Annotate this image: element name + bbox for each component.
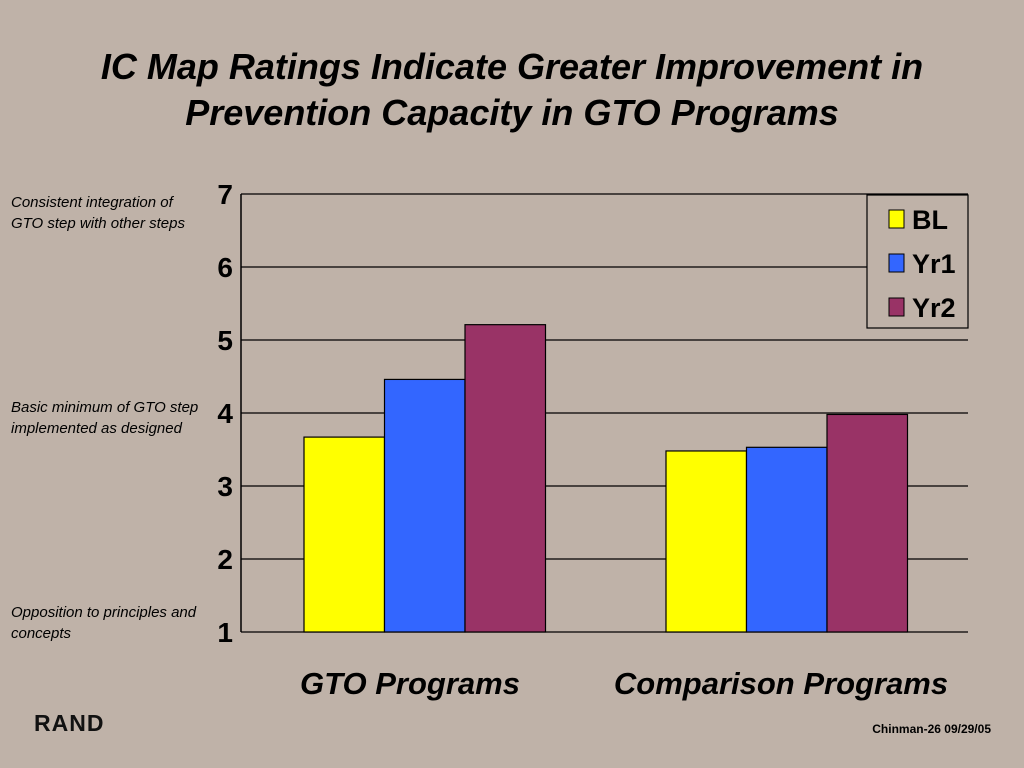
y-tick-label-3: 3 xyxy=(217,471,233,502)
rand-logo: RAND xyxy=(34,710,105,736)
category-label-comparison: Comparison Programs xyxy=(613,666,949,701)
y-tick-label-7: 7 xyxy=(217,179,233,210)
legend-swatch-bl xyxy=(888,209,905,229)
bar-bl-gto xyxy=(303,436,386,633)
slide-title-line-1: IC Map Ratings Indicate Greater Improvem… xyxy=(100,46,924,87)
y-tick-label-2: 2 xyxy=(217,544,233,575)
category-label-gto: GTO Programs xyxy=(300,666,520,701)
bar-yr2-comparison xyxy=(826,413,909,633)
footer-slide-id: Chinman-26 09/29/05 xyxy=(872,722,991,736)
legend-swatch-yr1 xyxy=(888,253,905,273)
bar-bl-comparison xyxy=(665,450,748,633)
y-tick-label-1: 1 xyxy=(217,617,233,648)
annotation-consistent-integration: Consistent integration of GTO step with … xyxy=(11,194,185,232)
legend-label-bl: BL xyxy=(912,205,948,235)
slide-title: IC Map Ratings Indicate Greater Improvem… xyxy=(0,44,1024,136)
y-tick-label-4: 4 xyxy=(217,398,233,429)
y-tick-label-6: 6 xyxy=(217,252,233,283)
annotation-basic-minimum: Basic minimum of GTO step implemented as… xyxy=(11,399,199,437)
legend-swatch-yr2 xyxy=(888,297,905,317)
bar-yr2-gto xyxy=(464,324,547,633)
y-tick-label-5: 5 xyxy=(217,325,233,356)
legend-label-yr1: Yr1 xyxy=(912,249,956,279)
bar-yr1-comparison xyxy=(745,446,828,633)
legend-label-yr2: Yr2 xyxy=(912,293,956,323)
slide-title-line-2: Prevention Capacity in GTO Programs xyxy=(185,92,839,133)
legend-box xyxy=(866,194,969,329)
bar-yr1-gto xyxy=(383,378,466,633)
annotation-opposition: Opposition to principles and concepts xyxy=(11,604,197,642)
